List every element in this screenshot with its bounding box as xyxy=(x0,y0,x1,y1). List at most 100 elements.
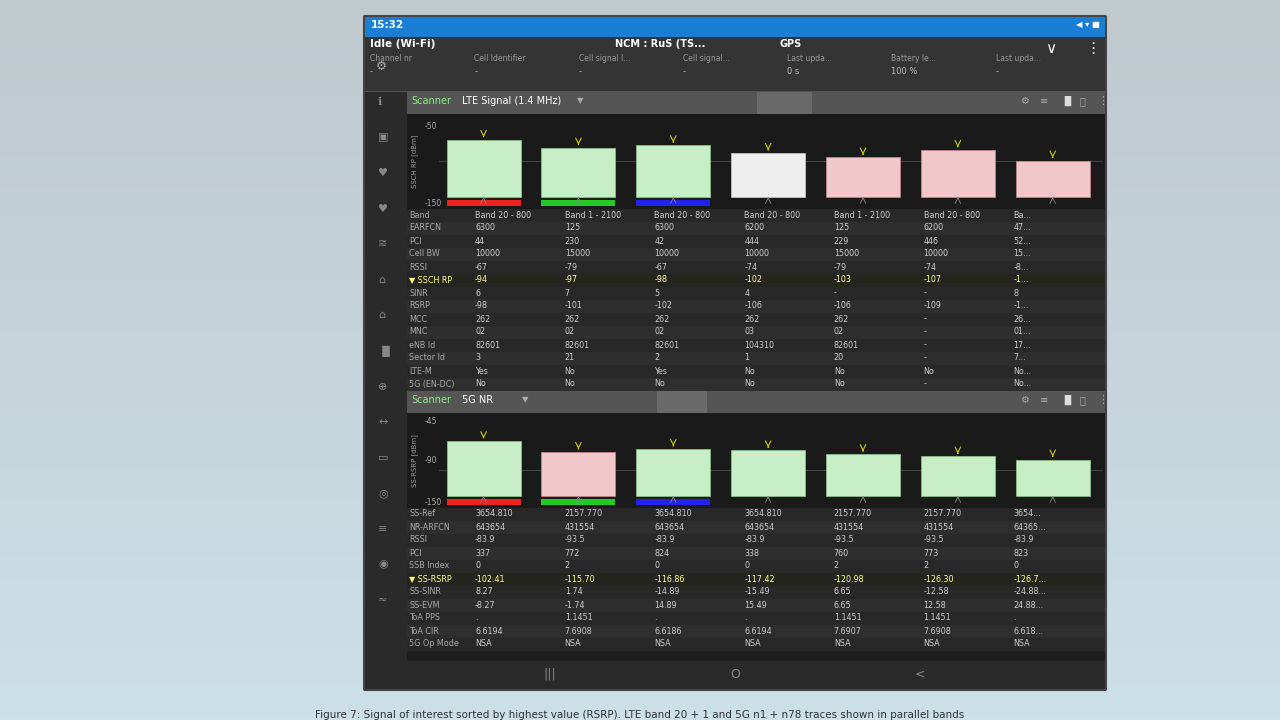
Text: ≡: ≡ xyxy=(378,523,388,534)
Bar xyxy=(826,158,900,197)
Text: 3654.810: 3654.810 xyxy=(475,510,512,518)
Text: ⚙: ⚙ xyxy=(1020,395,1029,405)
Text: -: - xyxy=(924,328,927,336)
Text: ≈: ≈ xyxy=(378,595,388,605)
Text: ▐▌: ▐▌ xyxy=(378,346,396,357)
Text: 01...: 01... xyxy=(1014,328,1030,336)
Text: -: - xyxy=(924,289,927,297)
Text: ◎: ◎ xyxy=(378,488,388,498)
Text: PCI: PCI xyxy=(410,236,421,246)
Text: 6.6186: 6.6186 xyxy=(654,626,682,636)
Bar xyxy=(541,499,616,505)
Text: -1...: -1... xyxy=(1014,276,1029,284)
Text: 431554: 431554 xyxy=(564,523,595,531)
Text: 643654: 643654 xyxy=(744,523,774,531)
Text: 0 s: 0 s xyxy=(787,67,800,76)
Text: ⌂: ⌂ xyxy=(378,310,385,320)
Text: Band 1 - 2100: Band 1 - 2100 xyxy=(564,210,621,220)
Text: No: No xyxy=(924,366,934,376)
Text: GPS: GPS xyxy=(780,39,803,49)
Text: 🖼: 🖼 xyxy=(1080,96,1085,106)
Text: 7: 7 xyxy=(564,289,570,297)
Text: 337: 337 xyxy=(475,549,490,557)
Text: MCC: MCC xyxy=(410,315,428,323)
Text: -8.27: -8.27 xyxy=(475,600,495,610)
Text: 24.88...: 24.88... xyxy=(1014,600,1043,610)
Text: 446: 446 xyxy=(924,236,938,246)
Text: 1.1451: 1.1451 xyxy=(833,613,861,623)
Text: -79: -79 xyxy=(564,263,577,271)
Text: NSA: NSA xyxy=(924,639,941,649)
Text: 6.618...: 6.618... xyxy=(1014,626,1043,636)
Text: -101: -101 xyxy=(564,302,582,310)
Text: 15.49: 15.49 xyxy=(744,600,767,610)
Text: -74: -74 xyxy=(744,263,758,271)
Text: Band 1 - 2100: Band 1 - 2100 xyxy=(833,210,890,220)
Text: ↔: ↔ xyxy=(378,417,388,427)
Text: No: No xyxy=(564,379,576,389)
Bar xyxy=(447,441,521,496)
Text: 262: 262 xyxy=(654,315,669,323)
Text: 02: 02 xyxy=(564,328,575,336)
Text: 2157.770: 2157.770 xyxy=(833,510,872,518)
Text: -83.9: -83.9 xyxy=(1014,536,1034,544)
Text: 643654: 643654 xyxy=(475,523,506,531)
Text: No...: No... xyxy=(1014,379,1032,389)
Text: 7.6908: 7.6908 xyxy=(564,626,593,636)
Text: 3654...: 3654... xyxy=(1014,510,1041,518)
Text: Idle (Wi-Fi): Idle (Wi-Fi) xyxy=(370,39,435,49)
Text: -102: -102 xyxy=(654,302,672,310)
Text: 10000: 10000 xyxy=(924,250,948,258)
Text: 🖼: 🖼 xyxy=(1080,395,1085,405)
Bar xyxy=(920,456,995,496)
Text: .: . xyxy=(1014,613,1016,623)
Text: 21: 21 xyxy=(564,354,575,362)
Text: Channel nr: Channel nr xyxy=(370,54,412,63)
Bar xyxy=(541,148,616,197)
Text: 823: 823 xyxy=(1014,549,1028,557)
Text: 15000: 15000 xyxy=(564,250,590,258)
Text: -106: -106 xyxy=(744,302,762,310)
Text: -: - xyxy=(370,67,372,76)
Text: 6.6194: 6.6194 xyxy=(744,626,772,636)
Text: Cell Identifier: Cell Identifier xyxy=(475,54,526,63)
Text: 20: 20 xyxy=(833,354,844,362)
Text: 5G Op Mode: 5G Op Mode xyxy=(410,639,458,649)
Text: 02: 02 xyxy=(654,328,664,336)
Bar xyxy=(1016,161,1089,197)
Text: -: - xyxy=(996,67,998,76)
Bar xyxy=(407,92,1105,114)
Text: -1...: -1... xyxy=(1014,302,1029,310)
Text: -107: -107 xyxy=(924,276,942,284)
Text: ⚙: ⚙ xyxy=(1020,96,1029,106)
Text: <: < xyxy=(915,668,925,681)
Text: 100 %: 100 % xyxy=(891,67,918,76)
Text: 104310: 104310 xyxy=(744,341,774,349)
Text: ⊕: ⊕ xyxy=(378,382,388,392)
Text: RSSI: RSSI xyxy=(410,263,428,271)
Bar xyxy=(407,391,1105,413)
Text: 262: 262 xyxy=(475,315,490,323)
Text: No: No xyxy=(564,366,576,376)
Text: Cell signal l...: Cell signal l... xyxy=(579,54,630,63)
Text: Scanner: Scanner xyxy=(411,395,451,405)
Bar xyxy=(541,452,616,496)
Bar xyxy=(447,200,521,206)
Text: ≋: ≋ xyxy=(378,239,388,249)
Text: -79: -79 xyxy=(833,263,847,271)
Text: Band 20 - 800: Band 20 - 800 xyxy=(654,210,710,220)
Text: RSSI: RSSI xyxy=(410,536,428,544)
Bar xyxy=(636,200,710,206)
Text: 82601: 82601 xyxy=(564,341,590,349)
Text: LTE-M: LTE-M xyxy=(410,366,431,376)
Text: 2: 2 xyxy=(833,562,838,570)
Text: PCI: PCI xyxy=(410,549,421,557)
Text: 64365...: 64365... xyxy=(1014,523,1046,531)
Text: No: No xyxy=(833,366,845,376)
Bar xyxy=(407,547,1105,560)
Bar xyxy=(920,150,995,197)
Text: 7.6907: 7.6907 xyxy=(833,626,861,636)
Text: 6.65: 6.65 xyxy=(833,600,851,610)
Text: 03: 03 xyxy=(744,328,754,336)
Bar xyxy=(447,140,521,197)
